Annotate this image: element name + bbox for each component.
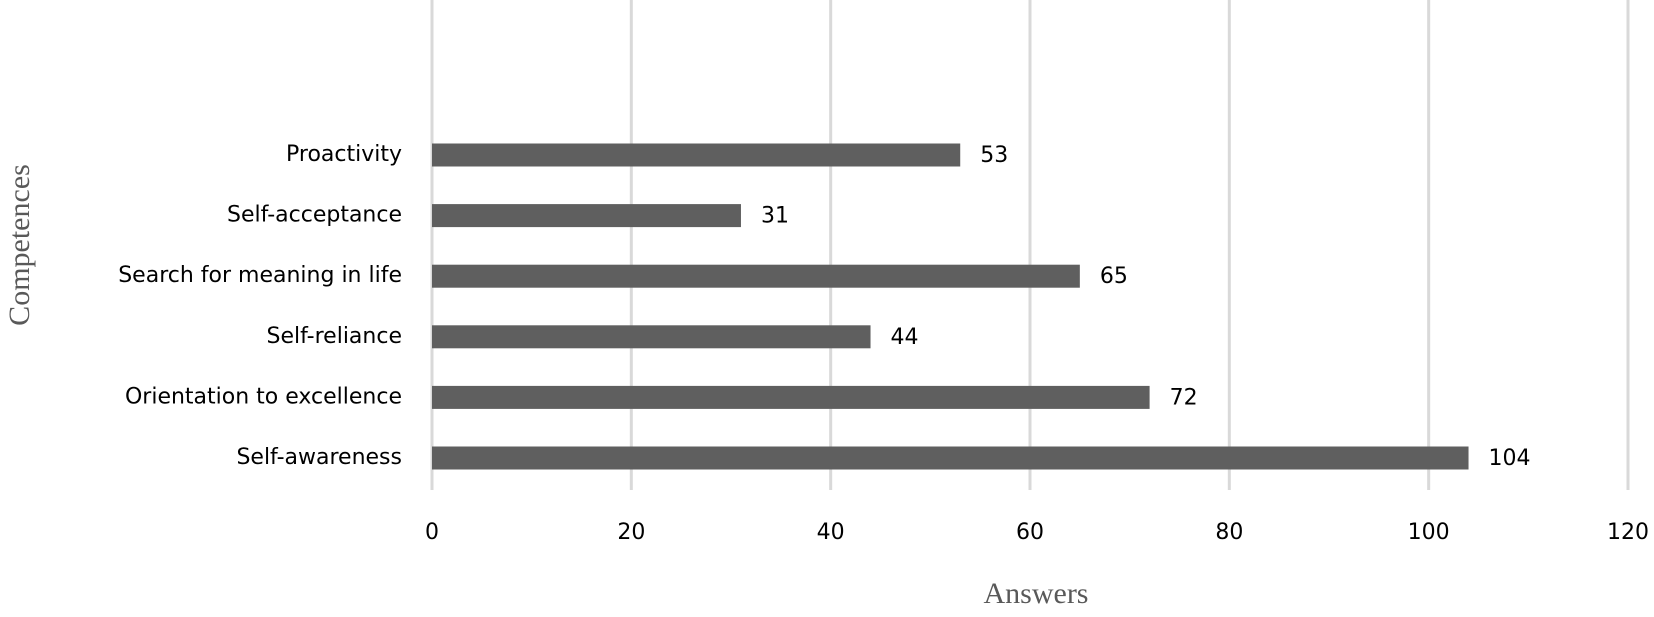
- y-tick-label: Self-acceptance: [227, 203, 402, 228]
- x-tick-label: 20: [617, 520, 645, 545]
- y-tick-label: Self-awareness: [236, 445, 402, 470]
- data-label: 44: [891, 325, 919, 350]
- data-label: 31: [761, 204, 789, 229]
- data-label: 65: [1100, 264, 1128, 289]
- y-tick-label: Proactivity: [286, 142, 402, 167]
- y-tick-label: Self-reliance: [267, 324, 402, 349]
- x-axis-title: Answers: [984, 577, 1089, 610]
- y-tick-label: Orientation to excellence: [125, 384, 402, 409]
- x-tick-label: 40: [817, 520, 845, 545]
- x-tick-label: 80: [1215, 520, 1243, 545]
- x-tick-label: 60: [1016, 520, 1044, 545]
- bar: [432, 325, 871, 349]
- bar: [432, 143, 961, 167]
- y-axis-title: Competences: [3, 164, 36, 326]
- x-tick-label: 100: [1408, 520, 1450, 545]
- data-label: 53: [980, 143, 1008, 168]
- bar: [432, 385, 1150, 409]
- bar: [432, 264, 1080, 288]
- x-tick-label: 0: [425, 520, 439, 545]
- y-tick-label: Search for meaning in life: [118, 263, 402, 288]
- x-tick-label: 120: [1607, 520, 1649, 545]
- bar: [432, 204, 741, 228]
- data-label: 72: [1170, 385, 1198, 410]
- data-label: 104: [1489, 446, 1531, 471]
- bar: [432, 446, 1469, 470]
